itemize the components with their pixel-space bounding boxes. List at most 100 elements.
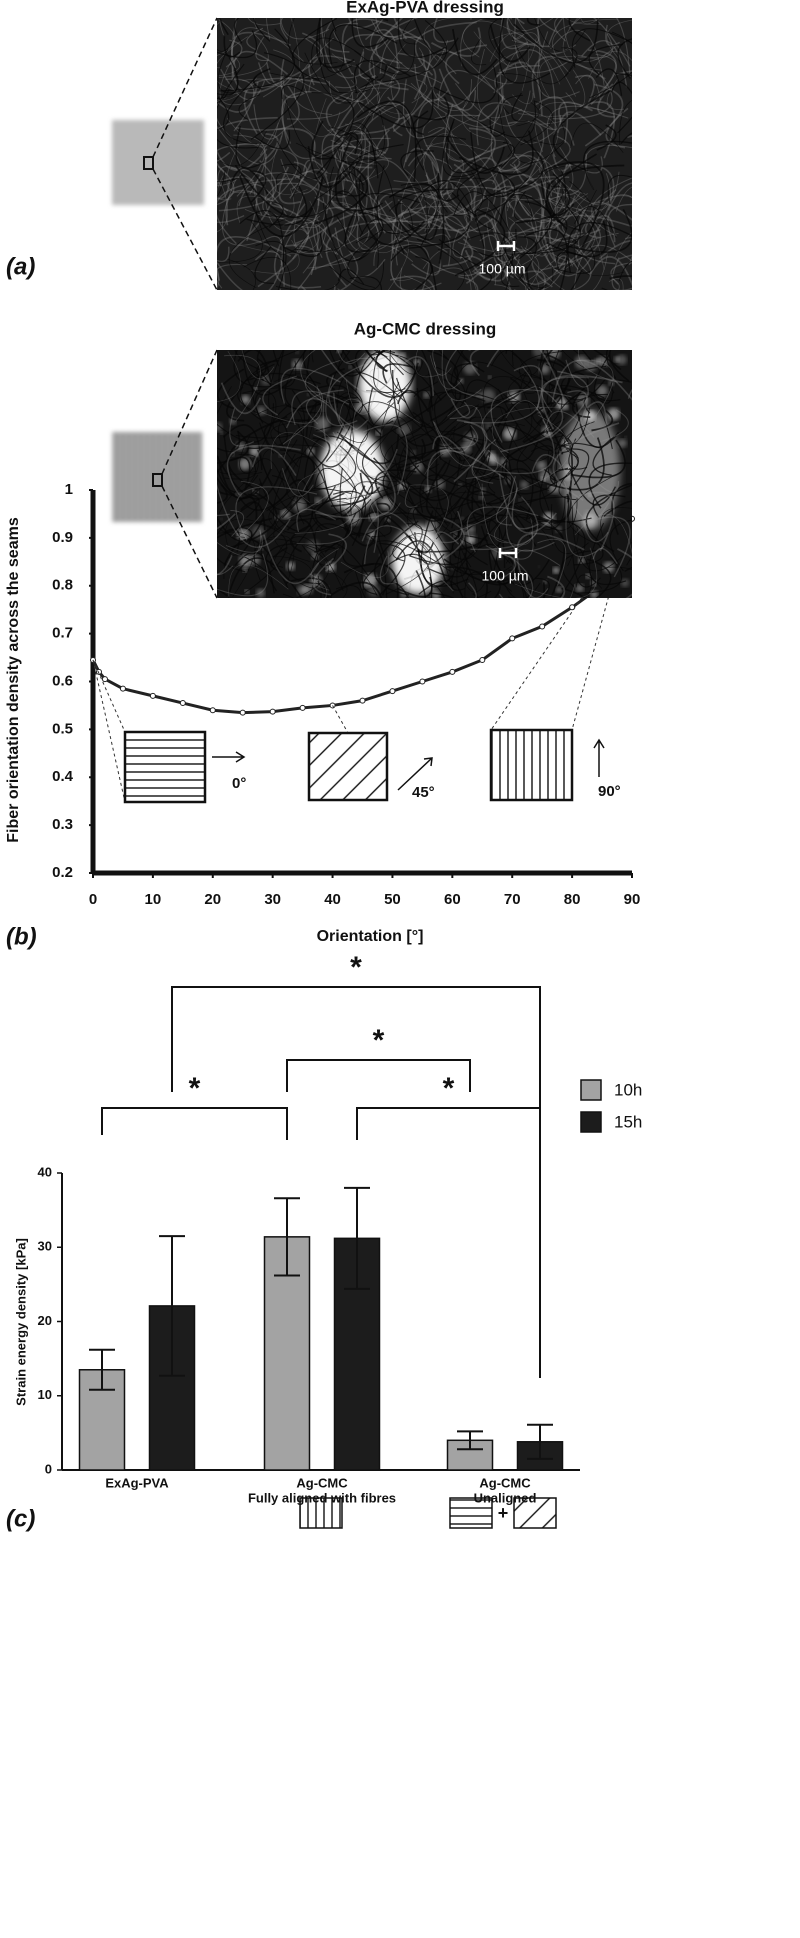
x-tick-label: 20 (204, 891, 221, 908)
fiber (486, 518, 534, 546)
fiber (448, 424, 479, 449)
fiber (565, 163, 615, 251)
fiber (410, 79, 472, 111)
fiber (414, 21, 477, 76)
fiber (255, 36, 270, 62)
fiber (302, 350, 319, 389)
fiber (553, 161, 605, 248)
fiber (498, 593, 504, 598)
fiber (325, 533, 347, 572)
fiber (348, 159, 431, 229)
fiber (594, 516, 631, 578)
y-tick-label: 0.5 (52, 720, 73, 737)
fiber (305, 398, 382, 437)
fiber (290, 524, 312, 553)
x-tick-label: 90 (624, 891, 641, 908)
fiber (376, 165, 422, 235)
fiber (311, 91, 355, 175)
fiber (609, 350, 630, 382)
fiber (400, 142, 449, 230)
fiber (256, 359, 279, 382)
fiber (516, 32, 540, 66)
connector (571, 532, 627, 731)
fiber (284, 350, 326, 414)
fiber (270, 422, 299, 447)
fiber (341, 350, 419, 399)
fiber (599, 239, 632, 260)
fiber (324, 532, 388, 598)
fiber (262, 375, 297, 416)
point (239, 709, 246, 716)
fiber (250, 52, 305, 140)
fiber (226, 118, 279, 148)
fiber (511, 487, 539, 530)
y-tick-label: 20 (38, 1313, 52, 1328)
fiber (389, 350, 439, 394)
fiber (535, 577, 550, 598)
fiber (360, 475, 449, 526)
fiber (475, 217, 528, 271)
fiber (526, 18, 540, 26)
fiber (401, 441, 492, 488)
fiber (540, 350, 572, 391)
fiber (465, 442, 496, 496)
fiber (241, 350, 275, 379)
fiber (253, 18, 271, 42)
fiber (287, 434, 350, 520)
speck (596, 385, 608, 397)
fiber (470, 496, 539, 551)
fiber (281, 163, 302, 199)
fiber (317, 547, 342, 570)
fiber (291, 161, 308, 190)
fiber (410, 484, 449, 556)
fiber (251, 447, 297, 476)
fiber (217, 468, 272, 500)
fiber (334, 422, 355, 456)
fiber (257, 62, 285, 86)
fiber (404, 147, 439, 172)
fiber (364, 29, 399, 70)
fiber (399, 411, 424, 439)
fiber (332, 431, 398, 478)
fiber (600, 507, 632, 548)
fiber (307, 146, 348, 188)
fiber (392, 113, 411, 137)
fiber (235, 486, 318, 541)
fiber (311, 37, 362, 66)
speck (498, 457, 508, 467)
fiber (397, 18, 447, 58)
y-tick-label: 0.3 (52, 816, 73, 833)
fiber (423, 18, 454, 61)
fiber (520, 245, 608, 290)
fiber (445, 113, 494, 160)
fiber (449, 474, 506, 529)
fiber (389, 533, 454, 594)
fiber (223, 76, 258, 145)
fiber (239, 210, 284, 268)
fiber (593, 53, 617, 98)
y-tick-label: 0 (45, 1461, 52, 1476)
fiber (217, 54, 240, 77)
fiber (330, 469, 374, 507)
fiber (546, 105, 629, 158)
fiber (294, 484, 354, 534)
fiber (337, 288, 340, 290)
fiber (248, 360, 297, 388)
fiber (379, 382, 430, 466)
fiber (257, 449, 336, 517)
fiber (588, 255, 632, 287)
fiber (596, 124, 617, 151)
fiber (611, 81, 632, 95)
fiber (630, 518, 632, 520)
error-bar (527, 1423, 553, 1460)
x-tick-label: 70 (504, 891, 521, 908)
x-tick-label: 60 (444, 891, 461, 908)
fiber (398, 465, 462, 522)
fiber (285, 398, 359, 453)
fiber (224, 528, 240, 553)
fiber (375, 18, 417, 38)
fiber (217, 81, 259, 113)
fiber (282, 377, 323, 445)
fiber (512, 350, 580, 367)
